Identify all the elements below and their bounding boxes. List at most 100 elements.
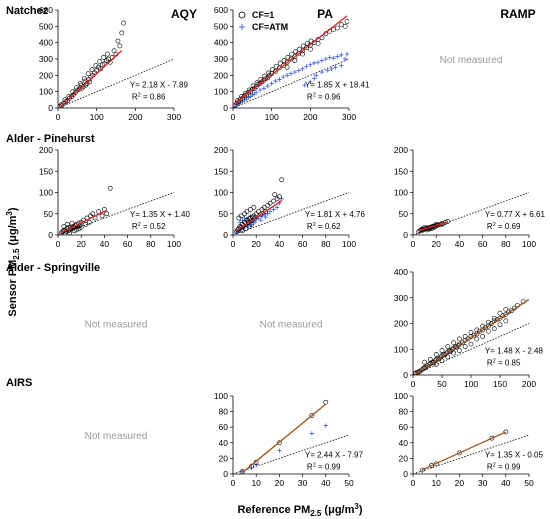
- one-to-one-line: [233, 192, 349, 235]
- x-tick-label: 200: [303, 112, 317, 122]
- data-point-cf1: [258, 212, 264, 217]
- data-point-cf1: [93, 63, 99, 68]
- data-point-cf1: [111, 48, 117, 54]
- data-point-cf1: [284, 64, 290, 70]
- data-point-cf1: [445, 354, 451, 360]
- data-point-cf1: [455, 342, 461, 348]
- data-point-cf1: [503, 312, 509, 317]
- data-point-cf1: [289, 51, 295, 57]
- regression-line: [233, 15, 348, 106]
- regression-equation: Y= 1.81 X + 4.76: [305, 210, 366, 219]
- regression-line: [61, 209, 108, 234]
- data-point-cf1: [238, 213, 244, 219]
- x-tick-label: 50: [437, 379, 447, 389]
- data-point-cf1: [272, 192, 278, 198]
- data-point-cf1: [426, 362, 432, 368]
- x-tick-label: 0: [411, 379, 416, 389]
- data-point-cf1: [74, 227, 79, 233]
- y-tick-label: 500: [214, 21, 228, 31]
- x-tick-label: 0: [56, 239, 61, 249]
- legend-cfatm-label: CF=ATM: [252, 22, 288, 32]
- data-point-cf1: [480, 327, 485, 333]
- data-point-cf1: [491, 315, 497, 321]
- data-point-cf1: [422, 359, 427, 365]
- data-point-cf1: [304, 41, 310, 46]
- y-tick-label: 100: [39, 87, 53, 97]
- plot-area: [233, 177, 349, 235]
- y-axis-label: Sensor PM2.5 (μg/m3): [5, 207, 21, 316]
- data-point-cf1: [334, 25, 340, 31]
- regression-equation: Y= 1.35 X + 1.40: [130, 210, 191, 219]
- data-point-cfatm: [308, 62, 313, 67]
- regression-equation: Y= 2.44 X - 7.97: [305, 451, 364, 460]
- y-tick-label: 200: [394, 145, 408, 155]
- y-tick-label: 500: [39, 21, 53, 31]
- data-point-cf1: [62, 97, 68, 103]
- data-point-cfatm: [315, 60, 321, 65]
- x-tick-label: 80: [501, 239, 511, 249]
- r-squared: R2 = 0.99: [487, 463, 521, 472]
- x-tick-label: 20: [455, 478, 465, 488]
- x-tick-label: 100: [167, 239, 181, 249]
- data-point-cfatm: [309, 431, 315, 436]
- data-point-cf1: [85, 71, 91, 77]
- x-tick-label: 100: [265, 112, 279, 122]
- x-tick-label: 200: [522, 379, 536, 389]
- data-point-cfatm: [312, 76, 317, 81]
- y-tick-label: 40: [399, 438, 409, 448]
- y-tick-label: 40: [219, 438, 229, 448]
- x-tick-label: 20: [275, 478, 285, 488]
- panel-natchez-pa: 0 100 200 300 0 100 200 300 400 500 600 Y= 1.85 X +…: [214, 5, 370, 122]
- data-point-cfatm: [327, 55, 332, 60]
- x-tick-label: 100: [464, 379, 478, 389]
- data-point-cf1: [64, 221, 70, 227]
- data-point-cf1: [244, 209, 250, 215]
- data-point-cf1: [258, 77, 264, 82]
- data-point-cf1: [250, 83, 256, 89]
- data-point-cf1: [107, 59, 113, 65]
- x-tick-label: 0: [231, 478, 236, 488]
- data-point-cf1: [74, 85, 79, 90]
- data-point-cf1: [276, 440, 282, 446]
- regression-equation: Y= 2.18 X - 7.89: [130, 80, 189, 89]
- data-point-cf1: [86, 219, 92, 225]
- panel-alder-springville-ramp: 0 50 100 150 200 0 100 200 300 400 Y= 1.48 X - 2.4…: [394, 267, 544, 389]
- y-tick-label: 600: [39, 5, 53, 15]
- data-point-cf1: [83, 221, 89, 227]
- data-point-cfatm: [313, 73, 319, 78]
- data-point-cfatm: [333, 64, 338, 70]
- data-point-cf1: [462, 344, 468, 350]
- data-point-cf1: [277, 60, 283, 66]
- data-point-cf1: [468, 341, 474, 347]
- y-tick-label: 80: [399, 407, 409, 417]
- x-tick-label: 40: [100, 239, 110, 249]
- data-point-cf1: [239, 228, 245, 234]
- data-point-cf1: [456, 450, 462, 456]
- x-tick-label: 30: [478, 478, 488, 488]
- x-tick-label: 20: [76, 239, 86, 249]
- x-tick-label: 200: [128, 112, 142, 122]
- y-tick-label: 400: [39, 38, 53, 48]
- x-tick-label: 0: [231, 112, 236, 122]
- data-point-cf1: [309, 413, 315, 418]
- data-point-cf1: [97, 59, 103, 64]
- x-tick-label: 40: [455, 239, 465, 249]
- data-point-cf1: [78, 81, 83, 86]
- data-point-cf1: [307, 46, 313, 52]
- data-point-cfatm: [300, 66, 305, 71]
- data-point-cfatm: [312, 60, 317, 66]
- data-point-cf1: [433, 351, 439, 357]
- regression-line: [59, 50, 123, 108]
- y-tick-label: 600: [214, 5, 228, 15]
- data-point-cf1: [266, 70, 271, 76]
- data-point-cfatm: [302, 82, 307, 88]
- y-tick-label: 20: [399, 453, 409, 463]
- data-point-cf1: [451, 340, 456, 346]
- data-point-cf1: [474, 331, 480, 337]
- x-tick-label: 60: [123, 239, 133, 249]
- x-tick-label: 100: [90, 112, 104, 122]
- not-measured-label: Not measured: [85, 431, 148, 442]
- y-tick-label: 300: [39, 54, 53, 64]
